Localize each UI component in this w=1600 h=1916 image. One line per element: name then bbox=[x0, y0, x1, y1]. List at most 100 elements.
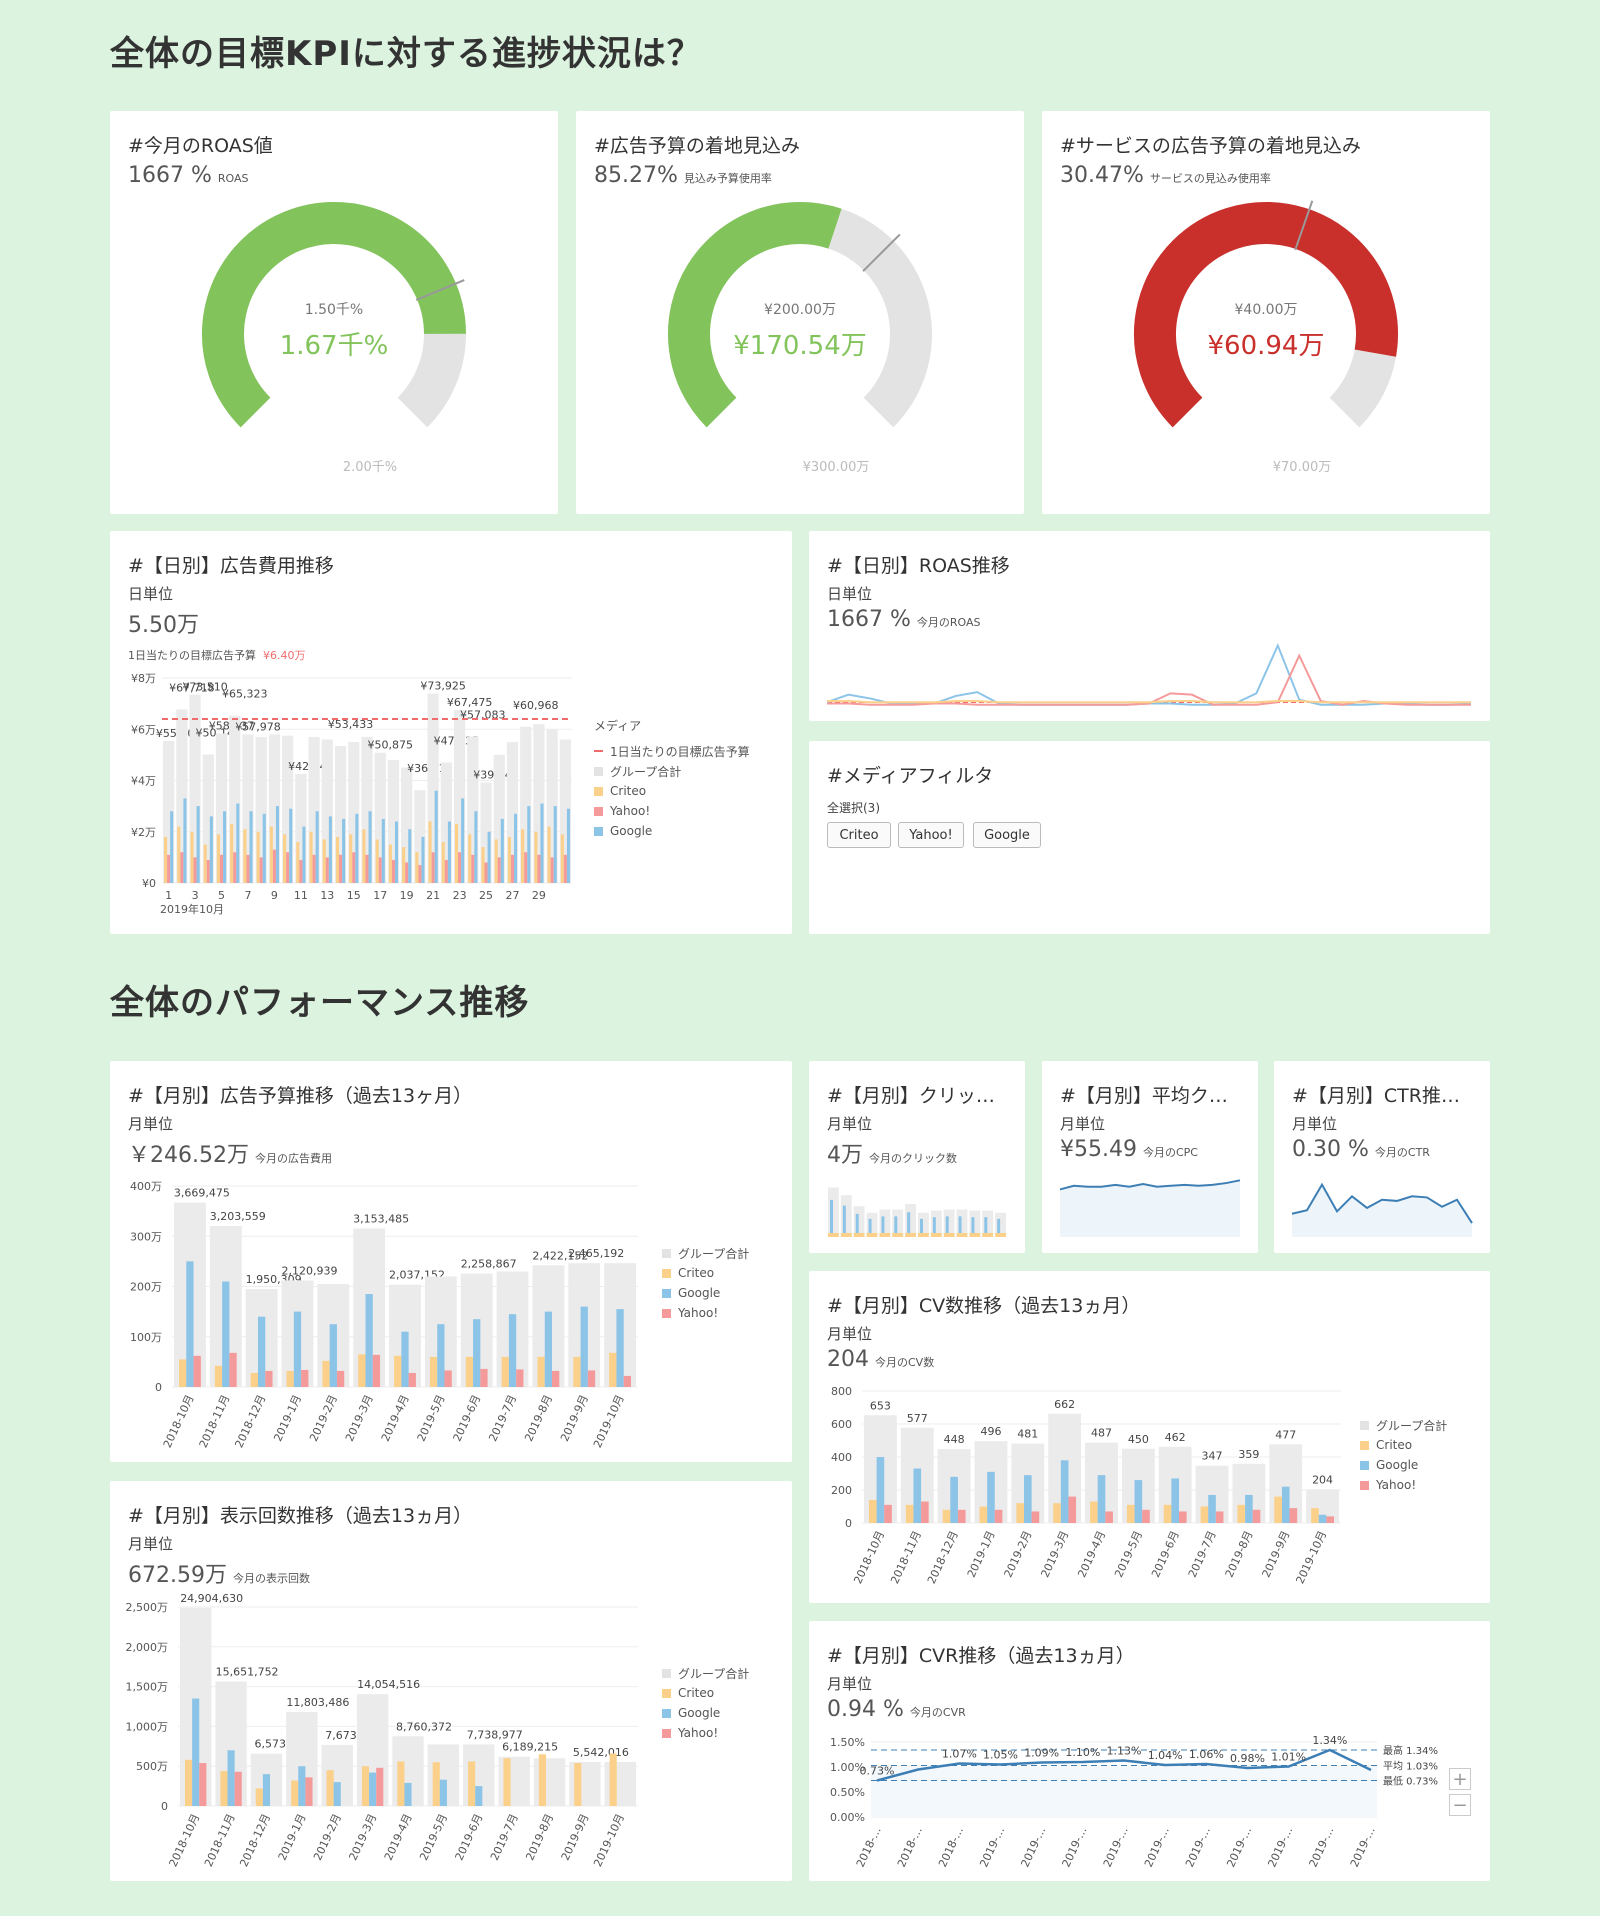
bar-criteo bbox=[250, 1372, 258, 1387]
bar-criteo bbox=[560, 834, 564, 883]
y-tick-label: 0.50% bbox=[830, 1786, 865, 1799]
bar-google bbox=[394, 821, 399, 883]
bar-google bbox=[289, 808, 293, 883]
bar-total bbox=[943, 1209, 955, 1237]
filter-button-criteo[interactable]: Criteo bbox=[827, 822, 891, 848]
y-tick-label: 1.00% bbox=[830, 1761, 865, 1774]
legend-item-criteo[interactable]: Criteo bbox=[662, 1263, 749, 1283]
y-tick-label: 100万 bbox=[130, 1331, 162, 1344]
bar-google bbox=[1097, 1475, 1106, 1523]
bar-yahoo bbox=[563, 854, 567, 883]
legend-item-google[interactable]: Google bbox=[1360, 1455, 1447, 1475]
x-tick-label: 2019-… bbox=[977, 1825, 1007, 1869]
gauge-fill bbox=[1134, 202, 1398, 428]
bar-yahoo bbox=[336, 1370, 345, 1387]
x-tick-label: 2019-10月 bbox=[591, 1393, 627, 1450]
bar-criteo bbox=[1126, 1504, 1135, 1523]
bar-google bbox=[616, 1309, 624, 1387]
bar-criteo bbox=[203, 844, 207, 883]
x-tick-label: 2019-… bbox=[1101, 1825, 1131, 1869]
legend-item-yahoo[interactable]: Yahoo! bbox=[594, 801, 750, 821]
data-label: 2,258,867 bbox=[461, 1257, 517, 1270]
bar-yahoo bbox=[484, 862, 488, 883]
bar-google bbox=[223, 811, 227, 883]
data-label: 6,189,215 bbox=[502, 1741, 558, 1754]
legend-item-total[interactable]: グループ合計 bbox=[662, 1243, 749, 1263]
x-tick-label: 2019-10月 bbox=[1293, 1529, 1329, 1586]
legend-item-target[interactable]: 1日当たりの目標広告予算 bbox=[594, 741, 750, 761]
filter-button-yahoo[interactable]: Yahoo! bbox=[898, 822, 964, 848]
bar-yahoo bbox=[552, 1370, 560, 1387]
mini-ctr-chart bbox=[1291, 1182, 1473, 1237]
legend-item-criteo[interactable]: Criteo bbox=[594, 781, 750, 801]
reference-label: 最高 1.34% bbox=[1383, 1744, 1438, 1757]
x-tick-label: 2019-3月 bbox=[346, 1812, 379, 1863]
bar-google bbox=[404, 1782, 412, 1806]
legend-item-google[interactable]: Google bbox=[662, 1283, 749, 1303]
bar-google bbox=[987, 1471, 995, 1523]
gauge-fill bbox=[668, 202, 842, 428]
cvr-line bbox=[876, 1748, 1372, 1782]
x-tick-label: 2019-10月 bbox=[591, 1812, 627, 1869]
data-label: ¥67,718 bbox=[169, 681, 215, 694]
data-label: 3,203,559 bbox=[210, 1210, 266, 1223]
bar-google bbox=[298, 1766, 306, 1806]
legend-item-google[interactable]: Google bbox=[594, 821, 750, 841]
card-title: #今月のROAS値 bbox=[128, 135, 273, 157]
kpi-value: 672.59万 今月の表示回数 bbox=[128, 1563, 310, 1588]
bar-criteo bbox=[905, 1504, 914, 1523]
legend-item-total[interactable]: グループ合計 bbox=[662, 1663, 749, 1683]
data-label: 2,465,192 bbox=[568, 1247, 624, 1260]
kpi-value: 85.27% 見込み予算使用率 bbox=[594, 163, 772, 188]
bar-criteo bbox=[164, 836, 168, 883]
bar-total bbox=[401, 767, 413, 883]
select-all-label[interactable]: 全選択(3) bbox=[827, 801, 880, 815]
data-label: 662 bbox=[1054, 1398, 1075, 1411]
area-band bbox=[871, 1767, 1377, 1817]
bar-criteo bbox=[1016, 1503, 1024, 1523]
bar-yahoo bbox=[246, 854, 250, 883]
bar-google bbox=[881, 1216, 885, 1237]
bar-criteo bbox=[415, 852, 419, 883]
data-label: 1.06% bbox=[1189, 1748, 1224, 1761]
bar-criteo bbox=[609, 1753, 617, 1806]
card-unit: 月単位 bbox=[128, 1535, 174, 1553]
bar-criteo bbox=[892, 1233, 904, 1237]
legend-item-yahoo[interactable]: Yahoo! bbox=[662, 1303, 749, 1323]
bar-yahoo bbox=[1252, 1509, 1261, 1523]
data-label: 477 bbox=[1275, 1428, 1296, 1441]
legend-item-total[interactable]: グループ合計 bbox=[594, 761, 750, 781]
card-unit: 月単位 bbox=[827, 1325, 873, 1343]
gauge-target-label: ¥200.00万 bbox=[764, 302, 836, 318]
card-unit: 月単位 bbox=[1292, 1115, 1338, 1133]
legend-item-criteo[interactable]: Criteo bbox=[662, 1683, 749, 1703]
bar-total bbox=[493, 754, 505, 883]
legend-item-yahoo[interactable]: Yahoo! bbox=[662, 1723, 749, 1743]
bar-total bbox=[229, 715, 241, 883]
bar-criteo bbox=[866, 1233, 878, 1237]
legend-item-yahoo[interactable]: Yahoo! bbox=[1360, 1475, 1447, 1495]
bar-google bbox=[997, 1218, 1001, 1237]
x-tick-label: 2018-11月 bbox=[202, 1812, 238, 1869]
monthly-cv-card: #【月別】CV数推移（過去13ヵ月） 月単位 204 今月のCV数 0 200 400… bbox=[809, 1271, 1490, 1603]
legend-item-criteo[interactable]: Criteo bbox=[1360, 1435, 1447, 1455]
bar-criteo bbox=[956, 1233, 968, 1237]
bar-criteo bbox=[574, 1763, 582, 1806]
legend-item-google[interactable]: Google bbox=[662, 1703, 749, 1723]
zoom-out-button[interactable]: − bbox=[1449, 1794, 1471, 1816]
x-tick-label: 2019-… bbox=[1224, 1825, 1254, 1869]
data-label: 359 bbox=[1238, 1448, 1259, 1461]
bar-google bbox=[1318, 1514, 1327, 1523]
x-tick-label: 2019-6月 bbox=[451, 1393, 484, 1444]
data-label: 1.09% bbox=[1024, 1747, 1059, 1760]
bar-google bbox=[421, 836, 425, 883]
zoom-in-button[interactable]: + bbox=[1449, 1768, 1471, 1790]
x-tick-label: 2019-5月 bbox=[415, 1393, 448, 1444]
legend-item-total[interactable]: グループ合計 bbox=[1360, 1415, 1447, 1435]
bar-total bbox=[956, 1209, 968, 1237]
bar-total bbox=[176, 709, 188, 883]
bar-yahoo bbox=[312, 854, 316, 883]
filter-button-google[interactable]: Google bbox=[973, 822, 1041, 848]
x-tick-label: 2019-3月 bbox=[1038, 1529, 1071, 1580]
y-tick-label: 400万 bbox=[130, 1180, 162, 1193]
